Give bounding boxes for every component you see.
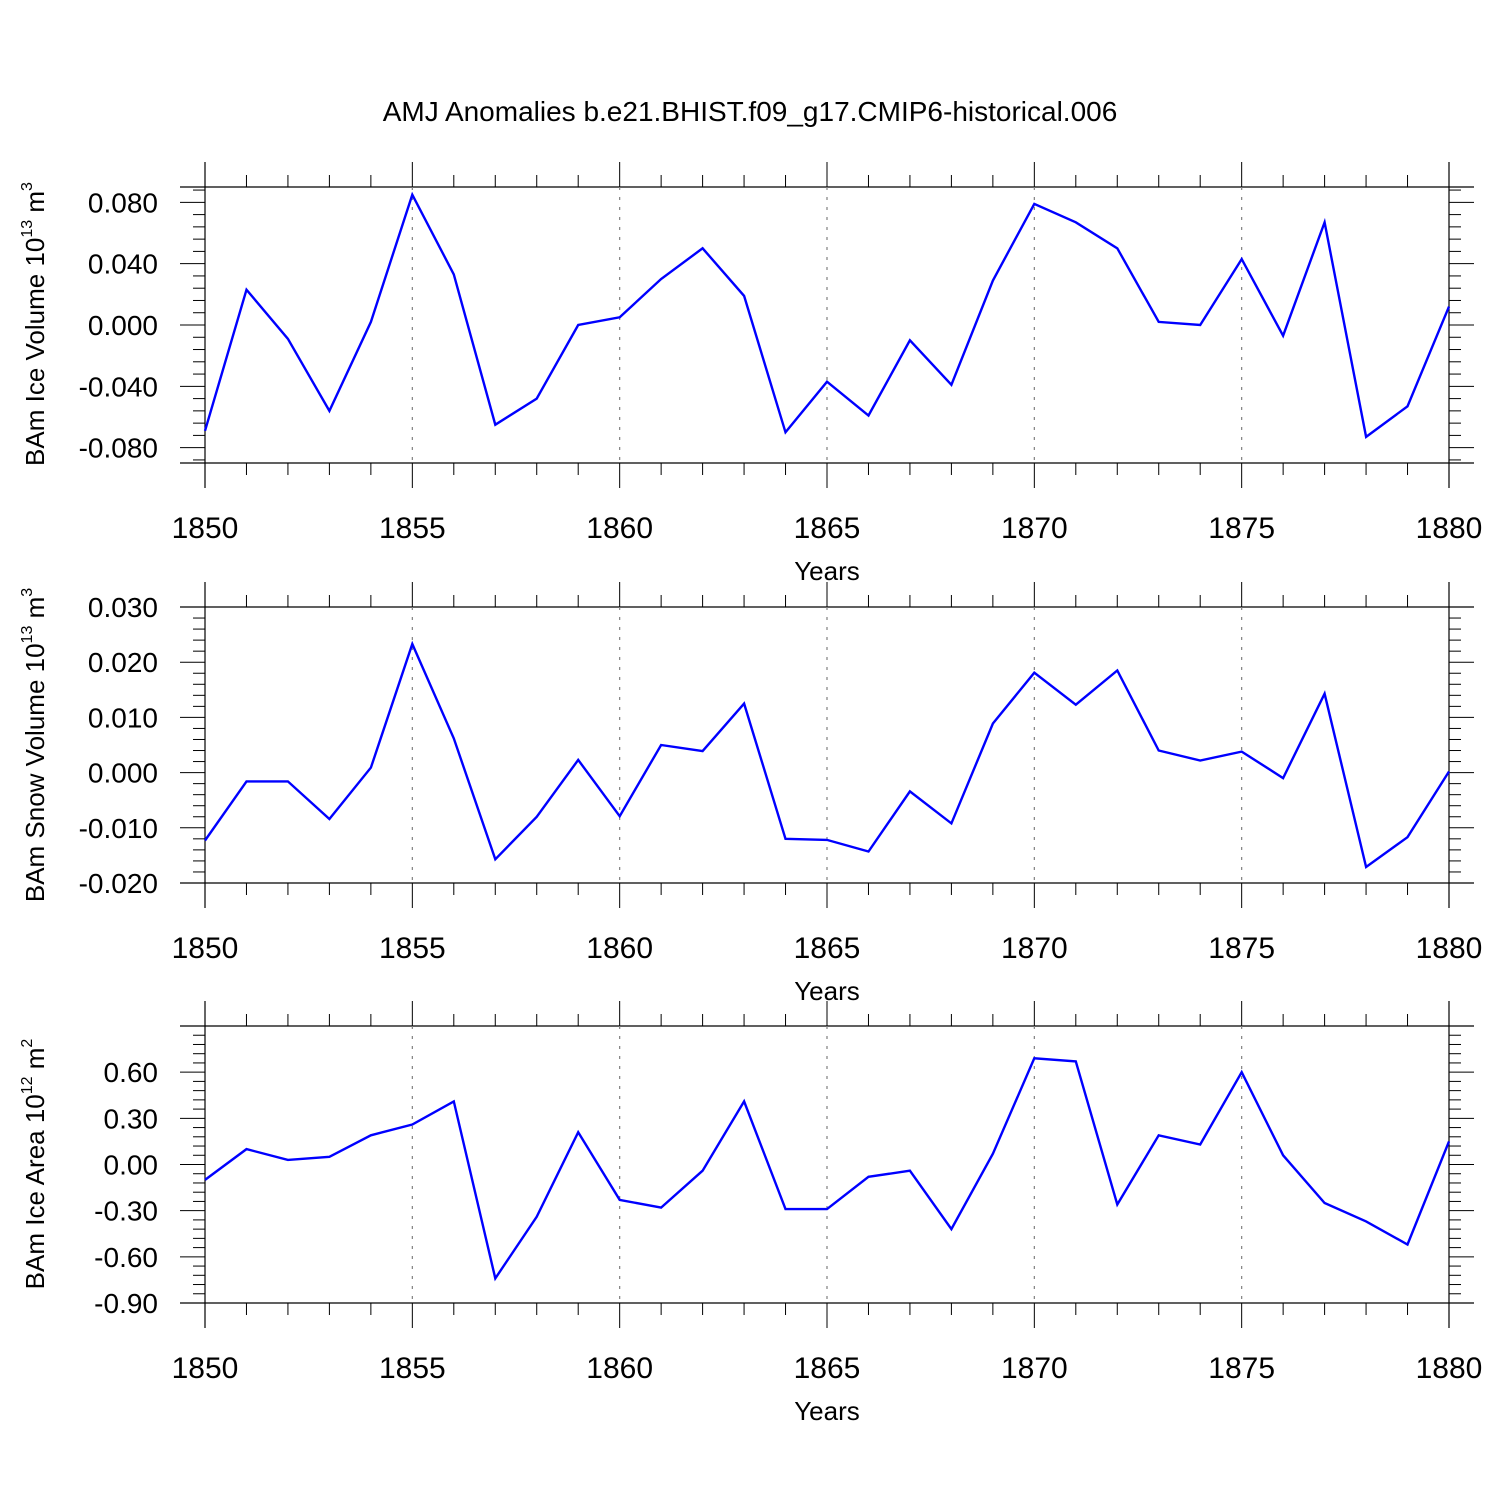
x-tick-label: 1870 (1001, 1352, 1068, 1385)
ice-volume-panel: 1850 1855 1860 1865 1870 1875 1880 0.080 0.040 0.… (19, 162, 1482, 586)
x-tick-label: 1880 (1416, 512, 1483, 545)
ice-area-panel: 1850 1855 1860 1865 1870 1875 1880 0.60 0.30 0.00… (19, 1001, 1482, 1426)
y-tick-label: 0.000 (88, 310, 158, 341)
y-tick-label: -0.010 (79, 813, 158, 844)
x-axis-label: Years (794, 1396, 860, 1426)
y-tick-label: -0.90 (94, 1288, 158, 1319)
y-tick-label: 0.040 (88, 249, 158, 280)
x-tick-label: 1860 (586, 932, 653, 965)
y-tick-label: -0.020 (79, 868, 158, 899)
series-line (203, 191, 1451, 439)
y-tick-label: 0.080 (88, 187, 158, 218)
y-tick-label: 0.030 (88, 592, 158, 623)
y-tick-label: -0.080 (79, 433, 158, 464)
y-tick-label: -0.30 (94, 1196, 158, 1227)
y-tick-label: 0.020 (88, 647, 158, 678)
x-tick-label: 1850 (172, 512, 239, 545)
y-tick-label: -0.60 (94, 1242, 158, 1273)
y-tick-label: 0.010 (88, 702, 158, 733)
y-tick-label: 0.00 (104, 1150, 159, 1181)
x-tick-label: 1865 (794, 512, 861, 545)
snow-volume-panel: 1850 1855 1860 1865 1870 1875 1880 0.030 0.020 0.… (19, 582, 1482, 1006)
x-tick-label: 1875 (1208, 1352, 1275, 1385)
y-tick-label: 0.000 (88, 758, 158, 789)
x-tick-label: 1860 (586, 1352, 653, 1385)
x-tick-label: 1875 (1208, 932, 1275, 965)
x-tick-label: 1870 (1001, 512, 1068, 545)
x-tick-label: 1855 (379, 512, 446, 545)
x-tick-label: 1880 (1416, 932, 1483, 965)
y-axis-label: BAm Ice Area 1012 m2 (19, 1039, 50, 1290)
y-axis-label: BAm Snow Volume 1013 m3 (19, 588, 50, 902)
x-tick-label: 1865 (794, 1352, 861, 1385)
y-tick-label: 0.60 (104, 1057, 159, 1088)
x-tick-label: 1850 (172, 932, 239, 965)
x-tick-label: 1865 (794, 932, 861, 965)
x-axis-label: Years (794, 556, 860, 586)
x-tick-label: 1875 (1208, 512, 1275, 545)
y-tick-label: -0.040 (79, 371, 158, 402)
y-axis-label: BAm Ice Volume 1013 m3 (19, 182, 50, 466)
x-tick-label: 1880 (1416, 1352, 1483, 1385)
figure-title: AMJ Anomalies b.e21.BHIST.f09_g17.CMIP6-… (382, 96, 1118, 127)
x-tick-label: 1850 (172, 1352, 239, 1385)
x-tick-label: 1860 (586, 512, 653, 545)
x-tick-label: 1870 (1001, 932, 1068, 965)
x-tick-label: 1855 (379, 932, 446, 965)
x-tick-label: 1855 (379, 1352, 446, 1385)
y-tick-label: 0.30 (104, 1103, 159, 1134)
